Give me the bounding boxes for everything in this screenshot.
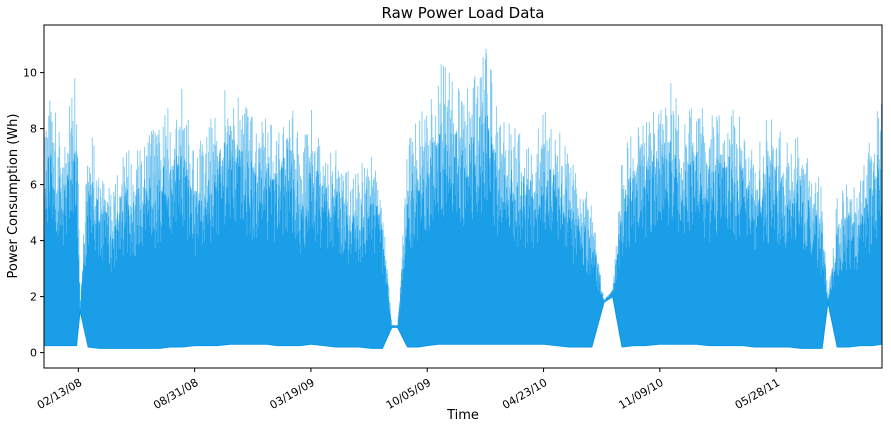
x-tick-label: 03/19/09 <box>268 376 317 412</box>
y-tick-label: 6 <box>30 179 37 192</box>
series-baseline <box>44 295 882 349</box>
x-axis: 02/13/08 08/31/08 03/19/09 10/05/09 04/23/10… <box>35 368 782 412</box>
y-tick-label: 10 <box>23 67 37 80</box>
x-tick-label: 08/31/08 <box>151 376 200 412</box>
plot-frame <box>43 24 883 369</box>
x-tick-label: 02/13/08 <box>35 376 84 412</box>
x-axis-title: Time <box>446 408 479 423</box>
x-tick-label: 04/23/10 <box>500 376 549 412</box>
y-tick-label: 2 <box>30 291 37 304</box>
series-body <box>44 115 882 349</box>
data-layer <box>44 48 882 349</box>
y-axis-title: Power Consumption (Wh) <box>6 114 21 279</box>
y-tick-label: 8 <box>30 123 37 136</box>
chart-title: Raw Power Load Data <box>381 4 544 22</box>
y-axis: 0 2 4 6 8 10 <box>23 67 44 360</box>
x-tick-label: 10/05/09 <box>384 376 433 412</box>
y-tick-label: 4 <box>30 235 37 248</box>
x-tick-label: 11/09/10 <box>616 376 665 412</box>
x-tick-label: 05/28/11 <box>733 376 782 412</box>
y-tick-label: 0 <box>30 347 37 360</box>
